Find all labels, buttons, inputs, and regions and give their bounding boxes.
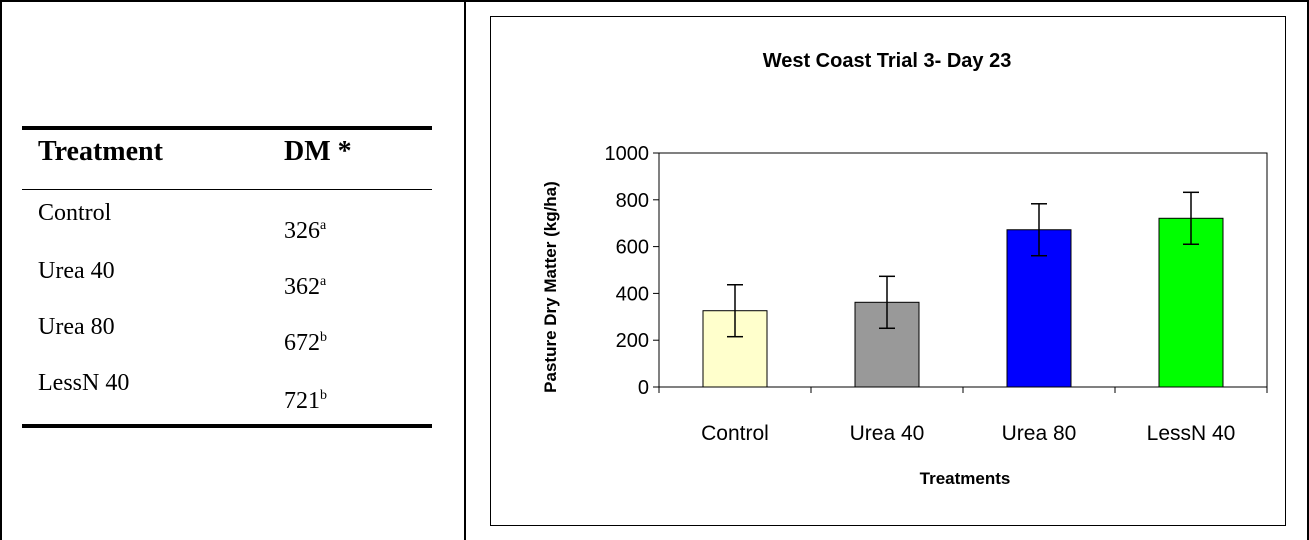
row-treatment: Control — [38, 200, 112, 226]
frame-divider — [464, 0, 466, 540]
y-tick-label: 200 — [616, 330, 649, 352]
y-tick-label: 600 — [616, 237, 649, 259]
row-dm: 326a — [284, 218, 327, 244]
table-top-rule — [22, 126, 432, 130]
frame-right-border — [1307, 0, 1309, 540]
frame-left-border — [0, 0, 2, 540]
row-dm: 721b — [284, 388, 327, 414]
x-tick-label: LessN 40 — [1147, 422, 1236, 445]
bar — [1158, 217, 1224, 388]
row-treatment: Urea 80 — [38, 314, 115, 340]
row-dm: 672b — [284, 330, 327, 356]
row-treatment: LessN 40 — [38, 370, 130, 396]
row-treatment: Urea 40 — [38, 258, 115, 284]
frame-top-border — [0, 0, 1309, 2]
y-axis-label: Pasture Dry Matter (kg/ha) — [541, 181, 560, 393]
chart-panel: West Coast Trial 3- Day 23 Pasture Dry M… — [490, 16, 1286, 526]
y-tick-label: 800 — [616, 190, 649, 212]
x-axis-label: Treatments — [920, 469, 1011, 488]
x-tick-label: Control — [701, 422, 769, 445]
significance-letter: a — [320, 274, 327, 289]
significance-letter: b — [320, 388, 327, 403]
x-tick-label: Urea 80 — [1002, 422, 1077, 445]
significance-letter: a — [320, 218, 327, 233]
chart-title: West Coast Trial 3- Day 23 — [763, 50, 1012, 72]
table-bottom-rule — [22, 424, 432, 428]
table-header-rule — [22, 189, 432, 190]
row-dm: 362a — [284, 274, 327, 300]
significance-letter: b — [320, 330, 327, 345]
y-tick-label: 0 — [638, 377, 649, 399]
y-tick-label: 400 — [616, 283, 649, 305]
header-treatment: Treatment — [38, 136, 163, 167]
header-dm: DM * — [284, 136, 352, 167]
y-tick-label: 1000 — [605, 143, 650, 165]
x-tick-label: Urea 40 — [850, 422, 925, 445]
bar-chart: West Coast Trial 3- Day 23 Pasture Dry M… — [541, 50, 1268, 488]
